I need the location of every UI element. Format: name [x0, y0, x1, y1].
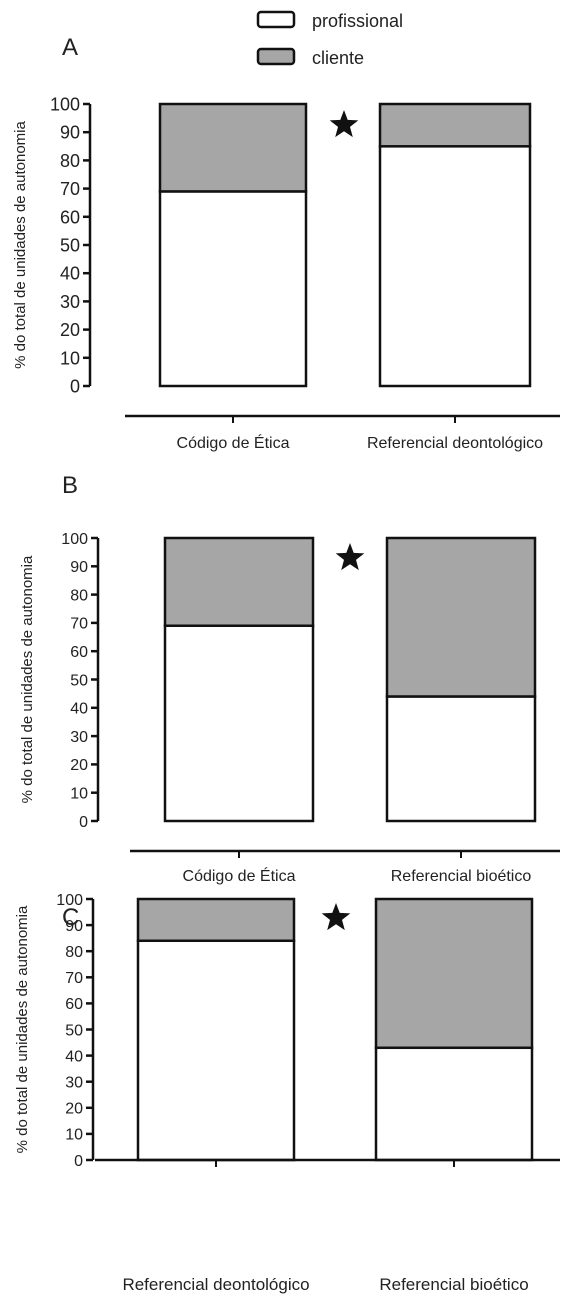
bar-segment-cliente — [163, 536, 315, 627]
panel-letter: B — [62, 472, 78, 499]
y-tick-label: 0 — [79, 814, 88, 831]
panel-letter: A — [62, 34, 78, 61]
y-tick-label: 60 — [70, 644, 88, 661]
bar-segment-profissional — [385, 695, 537, 823]
y-tick-label: 80 — [70, 587, 88, 604]
bar-segment-cliente — [385, 536, 537, 698]
panel-letter: C — [62, 904, 79, 931]
y-tick-label: 10 — [65, 1127, 83, 1144]
y-tick-label: 0 — [70, 376, 80, 396]
y-tick-label: 90 — [65, 918, 83, 935]
panel-a: A % do total de unidades de autonomia 0 10 2… — [12, 34, 560, 452]
y-axis-title: % do total de unidades de autonomia — [19, 555, 36, 803]
legend-swatch-cliente — [256, 47, 296, 66]
y-axis-title: % do total de unidades de autonomia — [14, 905, 31, 1153]
y-tick-label: 70 — [65, 970, 83, 987]
panel-b: B % do total de unidades de autonomia 0 10 2… — [19, 472, 560, 885]
y-tick-label: 30 — [65, 1074, 83, 1091]
category-label: Referencial bioético — [379, 1275, 528, 1294]
y-tick-label: 50 — [65, 1022, 83, 1039]
y-tick-label: 90 — [70, 559, 88, 576]
bar-segment-profissional — [378, 145, 532, 388]
category-label: Código de Ética — [177, 433, 290, 452]
y-tick-label: 80 — [60, 151, 80, 171]
category-label: Referencial deontológico — [122, 1275, 309, 1294]
legend-swatch-profissional — [256, 10, 296, 29]
y-tick-label: 10 — [70, 785, 88, 802]
panel-c: C % do total de unidades de autonomia 0 10 2… — [14, 892, 560, 1294]
legend-label-profissional: profissional — [312, 11, 403, 31]
y-tick-label: 50 — [70, 672, 88, 689]
y-tick-label: 100 — [56, 892, 83, 909]
y-tick-label: 60 — [60, 207, 80, 227]
bar-segment-cliente — [378, 102, 532, 148]
y-tick-label: 80 — [65, 944, 83, 961]
y-tick-label: 100 — [61, 531, 88, 548]
bar-segment-profissional — [158, 190, 308, 388]
y-axis-title: % do total de unidades de autonomia — [12, 121, 29, 369]
y-tick-label: 100 — [50, 94, 80, 114]
y-tick-label: 50 — [60, 235, 80, 255]
bar-segment-profissional — [163, 624, 315, 823]
bar-segment-cliente — [158, 102, 308, 193]
y-tick-label: 60 — [65, 996, 83, 1013]
y-tick-label: 70 — [70, 616, 88, 633]
bar-segment-profissional — [136, 939, 296, 1162]
bar-segment-cliente — [136, 897, 296, 943]
bar-segment-cliente — [374, 897, 534, 1050]
y-tick-label: 20 — [65, 1101, 83, 1118]
significance-star-icon — [329, 110, 359, 138]
y-tick-label: 70 — [60, 179, 80, 199]
significance-star-icon — [335, 543, 365, 571]
y-tick-label: 10 — [60, 348, 80, 368]
y-tick-label: 20 — [60, 320, 80, 340]
y-tick-label: 0 — [74, 1153, 83, 1170]
y-tick-label: 40 — [65, 1048, 83, 1065]
y-tick-label: 20 — [70, 757, 88, 774]
y-tick-label: 40 — [60, 264, 80, 284]
category-label: Referencial deontológico — [367, 435, 543, 452]
category-label: Código de Ética — [183, 866, 296, 885]
y-tick-label: 40 — [70, 701, 88, 718]
bar-segment-profissional — [374, 1046, 534, 1162]
y-tick-label: 30 — [70, 729, 88, 746]
y-tick-label: 30 — [60, 292, 80, 312]
y-tick-label: 90 — [60, 123, 80, 143]
legend: profissional cliente — [256, 10, 403, 68]
legend-label-cliente: cliente — [312, 48, 364, 68]
category-label: Referencial bioético — [391, 868, 532, 885]
significance-star-icon — [321, 903, 351, 931]
